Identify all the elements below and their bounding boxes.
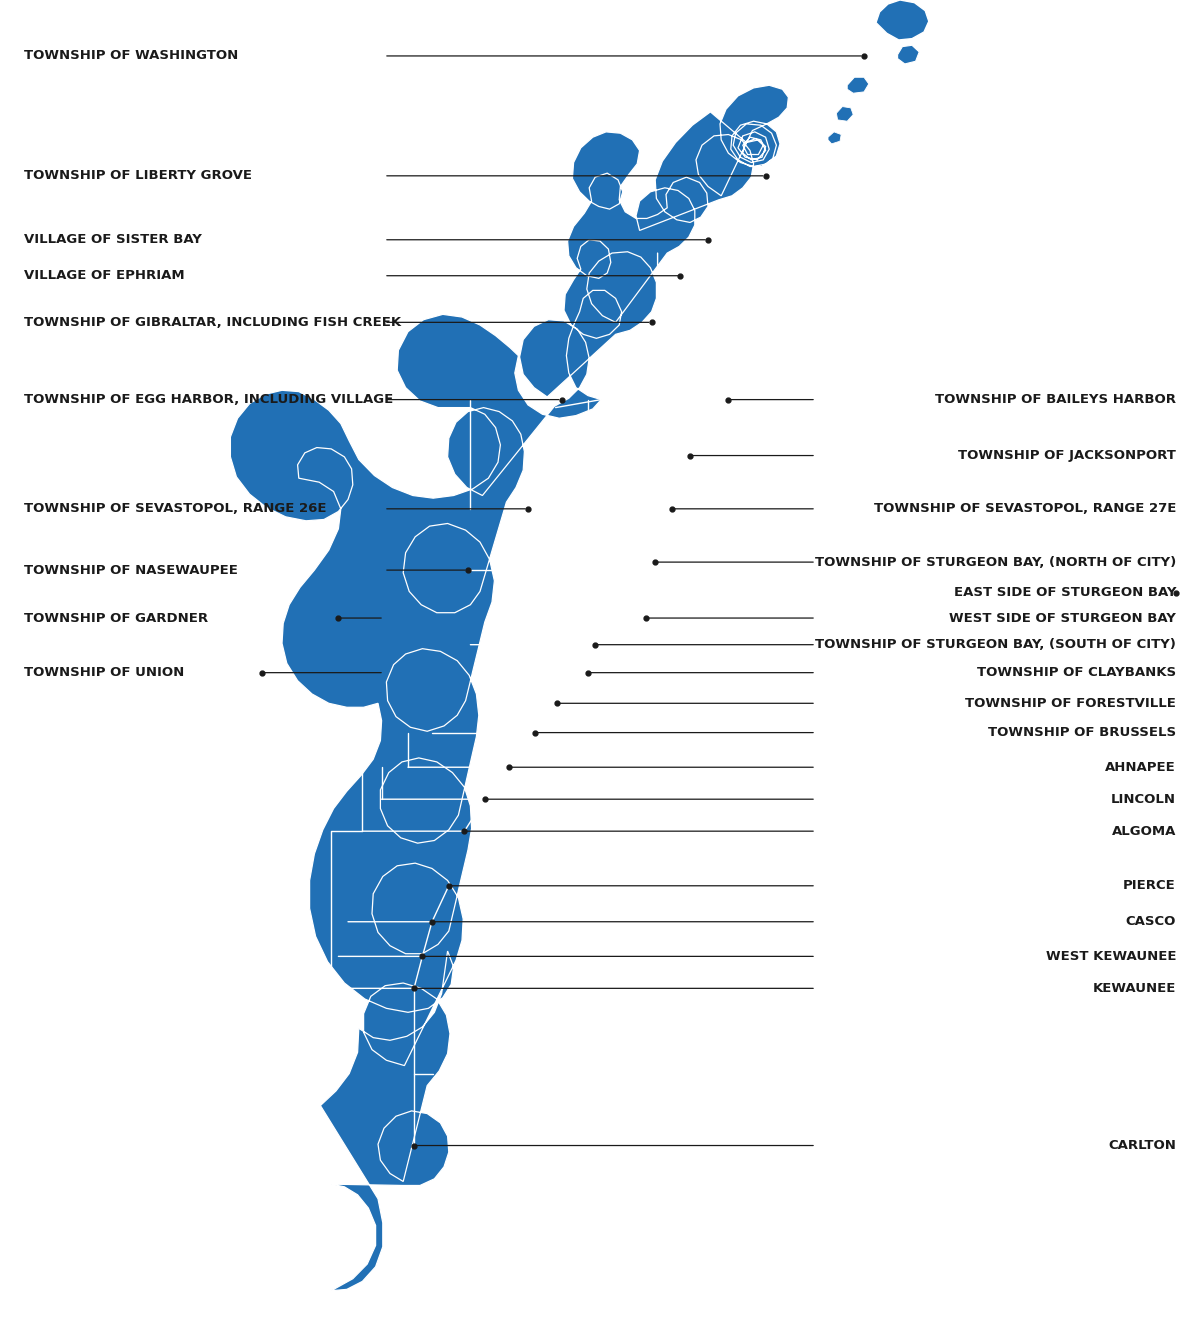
Text: KEWAUNEE: KEWAUNEE — [1093, 982, 1176, 995]
Text: AHNAPEE: AHNAPEE — [1105, 761, 1176, 774]
Text: TOWNSHIP OF GARDNER: TOWNSHIP OF GARDNER — [24, 611, 208, 625]
Text: TOWNSHIP OF BAILEYS HARBOR: TOWNSHIP OF BAILEYS HARBOR — [935, 393, 1176, 406]
Polygon shape — [847, 77, 869, 93]
Polygon shape — [828, 132, 841, 144]
Text: TOWNSHIP OF FORESTVILLE: TOWNSHIP OF FORESTVILLE — [965, 697, 1176, 710]
Text: TOWNSHIP OF LIBERTY GROVE: TOWNSHIP OF LIBERTY GROVE — [24, 169, 252, 182]
Text: TOWNSHIP OF GIBRALTAR, INCLUDING FISH CREEK: TOWNSHIP OF GIBRALTAR, INCLUDING FISH CR… — [24, 316, 401, 329]
Text: ALGOMA: ALGOMA — [1111, 825, 1176, 838]
Text: TOWNSHIP OF SEVASTOPOL, RANGE 26E: TOWNSHIP OF SEVASTOPOL, RANGE 26E — [24, 502, 326, 515]
Text: VILLAGE OF EPHRIAM: VILLAGE OF EPHRIAM — [24, 269, 185, 282]
Text: VILLAGE OF SISTER BAY: VILLAGE OF SISTER BAY — [24, 233, 202, 246]
Text: WEST KEWAUNEE: WEST KEWAUNEE — [1045, 950, 1176, 963]
Polygon shape — [230, 85, 788, 1291]
Text: OTHER: OTHER — [179, 910, 248, 928]
Text: TOWNSHIP OF STURGEON BAY, (NORTH OF CITY): TOWNSHIP OF STURGEON BAY, (NORTH OF CITY… — [815, 555, 1176, 569]
Text: CARLTON: CARLTON — [1108, 1139, 1176, 1152]
Polygon shape — [876, 0, 929, 40]
Text: TOWNSHIP OF NASEWAUPEE: TOWNSHIP OF NASEWAUPEE — [24, 563, 238, 577]
Text: TOWNSHIP OF WASHINGTON: TOWNSHIP OF WASHINGTON — [24, 49, 239, 63]
Polygon shape — [898, 45, 919, 64]
Text: TOWNSHIP OF STURGEON BAY, (SOUTH OF CITY): TOWNSHIP OF STURGEON BAY, (SOUTH OF CITY… — [815, 638, 1176, 651]
Text: TOWNSHIP OF BRUSSELS: TOWNSHIP OF BRUSSELS — [988, 726, 1176, 739]
Text: CASCO: CASCO — [1126, 915, 1176, 928]
Text: TOWNSHIP OF CLAYBANKS: TOWNSHIP OF CLAYBANKS — [977, 666, 1176, 679]
Text: WEST SIDE OF STURGEON BAY: WEST SIDE OF STURGEON BAY — [949, 611, 1176, 625]
Text: TOWNSHIP OF JACKSONPORT: TOWNSHIP OF JACKSONPORT — [958, 449, 1176, 462]
Text: TOWNSHIP OF EGG HARBOR, INCLUDING VILLAGE: TOWNSHIP OF EGG HARBOR, INCLUDING VILLAG… — [24, 393, 394, 406]
Text: EAST SIDE OF STURGEON BAY: EAST SIDE OF STURGEON BAY — [954, 586, 1176, 599]
Text: TOWNSHIP OF UNION: TOWNSHIP OF UNION — [24, 666, 185, 679]
Text: PIERCE: PIERCE — [1123, 879, 1176, 892]
Text: TOWNSHIP OF SEVASTOPOL, RANGE 27E: TOWNSHIP OF SEVASTOPOL, RANGE 27E — [874, 502, 1176, 515]
Polygon shape — [836, 107, 853, 121]
Text: LINCOLN: LINCOLN — [1111, 793, 1176, 806]
